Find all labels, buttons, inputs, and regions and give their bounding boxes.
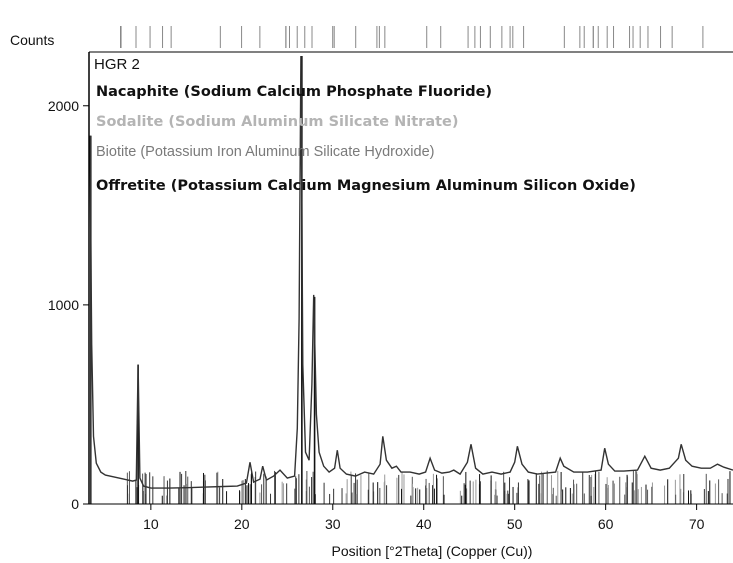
x-ticks-group: 10 20 30 40 50 60 70 xyxy=(143,504,705,532)
y-tick-label: 2000 xyxy=(48,98,79,114)
y-tick-label: 0 xyxy=(71,496,79,512)
series-group xyxy=(89,55,733,489)
sample-label: HGR 2 xyxy=(94,56,140,73)
y-tick-label: 1000 xyxy=(48,297,79,313)
legend-entry: Sodalite (Sodium Aluminum Silicate Nitra… xyxy=(96,114,459,130)
phase-marker-strip xyxy=(120,26,704,48)
x-tick-label: 40 xyxy=(416,516,432,532)
legend-entry: Offretite (Potassium Calcium Magnesium A… xyxy=(96,178,636,194)
x-tick-label: 60 xyxy=(598,516,614,532)
legend-entry: Biotite (Potassium Iron Aluminum Silicat… xyxy=(96,144,434,160)
x-axis-label: Position [°2Theta] (Copper (Cu)) xyxy=(332,543,533,559)
x-tick-label: 30 xyxy=(325,516,341,532)
reference-sticks xyxy=(90,55,731,504)
y-axis-label: Counts xyxy=(10,32,54,48)
y-ticks-group: 0 1000 2000 xyxy=(48,98,89,512)
x-tick-label: 10 xyxy=(143,516,159,532)
legend-entry: Nacaphite (Sodium Calcium Phosphate Fluo… xyxy=(96,84,492,100)
legend: Nacaphite (Sodium Calcium Phosphate Fluo… xyxy=(96,84,636,194)
axes-group xyxy=(88,51,733,505)
x-tick-label: 20 xyxy=(234,516,250,532)
x-tick-label: 50 xyxy=(507,516,523,532)
x-tick-label: 70 xyxy=(689,516,705,532)
diffraction-pattern-line xyxy=(89,55,733,489)
